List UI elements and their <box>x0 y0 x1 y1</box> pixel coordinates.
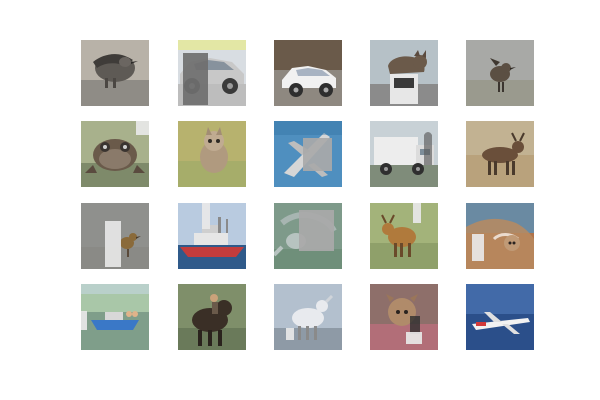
tile-r1-c4-cat <box>370 40 438 106</box>
occlusion-patch <box>299 210 334 251</box>
tile-r2-c5-deer <box>466 121 534 187</box>
tile-r4-c1-ship <box>81 284 149 350</box>
tile-r2-c1-frog <box>81 121 149 187</box>
tile-r1-c2-automobile <box>178 40 246 106</box>
airplane-icon <box>466 284 534 350</box>
tile-r4-c2-horse <box>178 284 246 350</box>
ship-icon <box>178 203 246 269</box>
occlusion-patch <box>406 332 422 344</box>
tile-r3-c1-bird <box>81 203 149 269</box>
tile-r3-c5-cat <box>466 203 534 269</box>
occlusion-patch <box>286 328 294 340</box>
tile-r3-c2-ship <box>178 203 246 269</box>
deer-icon <box>466 121 534 187</box>
tile-r4-c4-dog <box>370 284 438 350</box>
ship-icon <box>81 284 149 350</box>
occlusion-patch <box>202 203 210 229</box>
bird-icon <box>466 40 534 106</box>
tile-r3-c4-deer <box>370 203 438 269</box>
occlusion-patch <box>136 121 149 135</box>
tile-r4-c5-airplane <box>466 284 534 350</box>
cat-icon <box>370 40 438 106</box>
occlusion-patch <box>303 138 332 171</box>
occlusion-patch <box>413 203 421 223</box>
occlusion-patch <box>81 311 87 330</box>
tile-r1-c5-bird <box>466 40 534 106</box>
occlusion-patch <box>105 221 121 267</box>
truck-icon <box>370 121 438 187</box>
tile-r1-c1-bird <box>81 40 149 106</box>
bird-icon <box>81 40 149 106</box>
dog-icon <box>370 284 438 350</box>
occlusion-patch <box>183 53 208 105</box>
tile-r3-c3-bird <box>274 203 342 269</box>
tile-r2-c2-cat <box>178 121 246 187</box>
horse-icon <box>178 284 246 350</box>
tile-r1-c3-automobile <box>274 40 342 106</box>
automobile-icon <box>274 40 342 106</box>
tile-r4-c3-horse <box>274 284 342 350</box>
deer-icon <box>370 203 438 269</box>
frog-icon <box>81 121 149 187</box>
tile-r2-c3-airplane <box>274 121 342 187</box>
occlusion-patch <box>472 234 484 261</box>
horse-icon <box>274 284 342 350</box>
cat-icon <box>178 121 246 187</box>
tile-r2-c4-truck <box>370 121 438 187</box>
